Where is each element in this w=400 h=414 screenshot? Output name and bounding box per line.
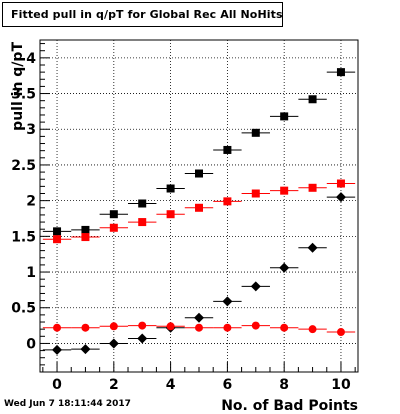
data-point — [223, 197, 232, 206]
series-0 — [42, 68, 356, 236]
y-tick-label: 4 — [26, 51, 36, 67]
data-point — [308, 325, 317, 334]
y-tick-label: 3 — [26, 122, 36, 138]
data-point — [108, 338, 119, 349]
y-tick-label: 1 — [26, 265, 36, 281]
y-axis-label: pull in q/pT — [10, 42, 26, 131]
grid-lines — [40, 40, 358, 372]
data-point — [138, 199, 147, 208]
series-2 — [42, 192, 356, 355]
data-point — [279, 262, 290, 273]
data-point — [53, 235, 62, 244]
x-tick-label: 2 — [109, 377, 119, 393]
x-tick-label: 0 — [52, 377, 62, 393]
data-point — [109, 322, 118, 331]
timestamp: Wed Jun 7 18:11:44 2017 — [4, 399, 131, 409]
data-point — [335, 192, 346, 203]
axis-ticks — [40, 43, 356, 372]
data-point — [80, 344, 91, 355]
series-3 — [42, 321, 356, 337]
data-point — [336, 328, 345, 337]
data-point — [81, 225, 90, 234]
data-point — [109, 223, 118, 232]
data-point — [194, 312, 204, 323]
y-tick-label: 1.5 — [11, 229, 36, 245]
chart-title-box: Fitted pull in q/pT for Global Rec All N… — [2, 2, 283, 27]
data-point — [53, 227, 62, 236]
y-tick-label: 2 — [26, 194, 36, 210]
data-point — [222, 296, 233, 307]
data-point — [280, 186, 289, 195]
x-tick-label: 8 — [279, 377, 289, 393]
data-point — [166, 322, 175, 331]
data-point — [138, 218, 147, 227]
data-marks — [42, 68, 356, 355]
data-point — [53, 323, 62, 332]
y-tick-label: 2.5 — [11, 158, 36, 174]
data-point — [251, 189, 260, 198]
y-tick-label: 3.5 — [11, 87, 36, 103]
data-point — [223, 145, 232, 154]
data-point — [336, 179, 345, 188]
data-point — [195, 203, 203, 212]
x-tick-label: 4 — [166, 377, 176, 393]
x-tick-label: 6 — [223, 377, 233, 393]
data-point — [251, 321, 260, 330]
data-point — [109, 210, 118, 219]
data-point — [251, 128, 260, 137]
data-point — [81, 323, 90, 332]
data-point — [195, 169, 203, 178]
data-point — [137, 333, 148, 344]
data-point — [166, 184, 175, 193]
data-point — [166, 210, 175, 219]
y-tick-label: 0.5 — [11, 301, 36, 317]
data-point — [280, 112, 289, 121]
data-point — [308, 95, 317, 104]
x-axis-label: No. of Bad Points — [221, 398, 358, 414]
series-1 — [42, 179, 356, 244]
tick-labels: 0 2 4 6 8 10 0 0.5 1 1.5 2 2.5 3 3.5 4 — [11, 51, 351, 393]
data-point — [52, 344, 63, 355]
data-point — [280, 323, 289, 332]
data-point — [336, 68, 345, 77]
data-point — [307, 242, 318, 253]
data-point — [195, 323, 203, 332]
data-point — [250, 281, 261, 292]
chart-title: Fitted pull in q/pT for Global Rec All N… — [11, 8, 283, 21]
y-tick-label: 0 — [26, 336, 36, 352]
x-tick-label: 10 — [331, 377, 351, 393]
data-point — [138, 321, 147, 330]
data-point — [223, 323, 232, 332]
data-point — [81, 233, 90, 242]
data-point — [308, 183, 317, 192]
